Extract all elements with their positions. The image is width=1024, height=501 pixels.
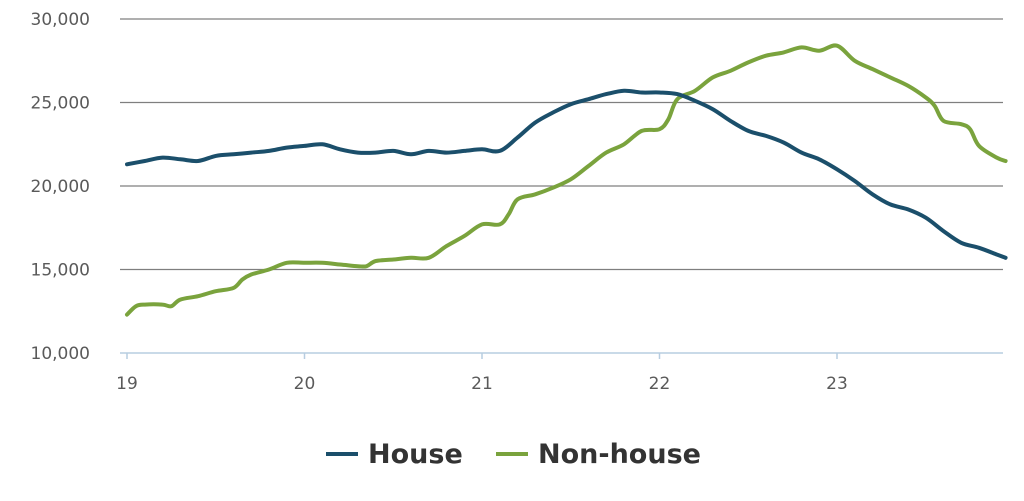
y-tick-label: 30,000 [31, 10, 90, 30]
x-tick-label: 19 [116, 374, 138, 394]
y-axis-tick-labels: 10,000 15,000 20,000 25,000 30,000 [31, 10, 90, 364]
x-tick-label: 20 [294, 374, 316, 394]
legend-label-house: House [368, 439, 463, 470]
x-tick-label: 22 [649, 374, 671, 394]
y-tick-label: 25,000 [31, 94, 90, 114]
x-axis-tick-labels: 19 20 21 22 23 [116, 353, 848, 394]
x-tick-label: 23 [826, 374, 848, 394]
legend: House Non-house [326, 439, 701, 470]
series-line-house [125, 88, 1008, 260]
x-tick-label: 21 [471, 374, 493, 394]
y-tick-label: 20,000 [31, 177, 90, 197]
series-lines [125, 43, 1008, 317]
y-tick-label: 15,000 [31, 261, 90, 281]
series-line-non-house [125, 43, 1008, 317]
legend-label-non-house: Non-house [538, 439, 701, 470]
y-tick-label: 10,000 [31, 344, 90, 364]
